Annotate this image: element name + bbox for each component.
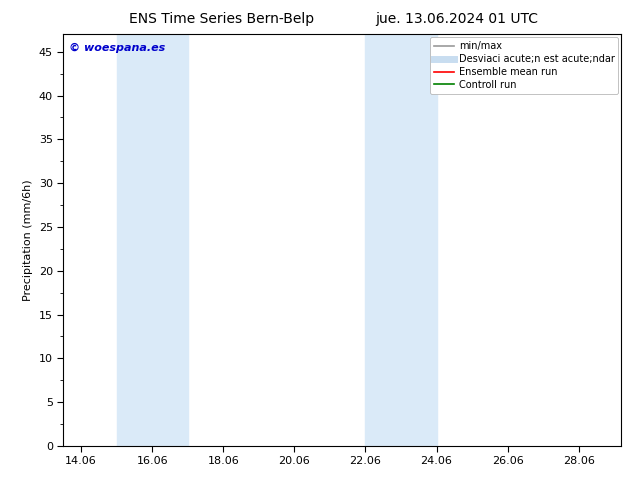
Legend: min/max, Desviaci acute;n est acute;ndar, Ensemble mean run, Controll run: min/max, Desviaci acute;n est acute;ndar… <box>430 37 618 94</box>
Text: © woespana.es: © woespana.es <box>69 43 165 52</box>
Bar <box>117 34 188 446</box>
Text: jue. 13.06.2024 01 UTC: jue. 13.06.2024 01 UTC <box>375 12 538 26</box>
Text: ENS Time Series Bern-Belp: ENS Time Series Bern-Belp <box>129 12 314 26</box>
Bar <box>365 34 437 446</box>
Y-axis label: Precipitation (mm/6h): Precipitation (mm/6h) <box>23 179 34 301</box>
